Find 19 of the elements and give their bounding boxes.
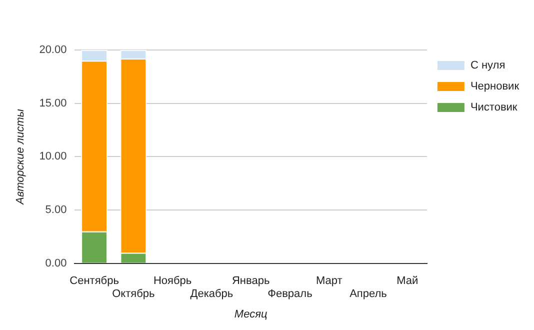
x-tick-label: Октябрь [112,288,156,300]
x-tick-label: Март [316,275,342,288]
y-tick-label: 15.00 [39,97,67,110]
x-tick-label: Декабрь [190,288,234,300]
x-tick-label: Апрель [350,288,388,300]
legend-label: Черновик [470,80,520,93]
y-tick-label: 20.00 [39,44,67,56]
y-tick-label: 0.00 [45,257,67,270]
x-tick-label: Сентябрь [70,275,120,288]
legend-label: Чистовик [470,102,518,114]
x-tick-label: Май [396,275,418,288]
x-axis-title: Месяц [234,308,268,320]
x-tick-label: Ноябрь [153,275,192,288]
x-tick-label: Февраль [268,288,313,300]
y-axis-title: Авторские листы [14,109,27,206]
y-tick-label: 10.00 [39,150,67,163]
y-tick-label: 5.00 [45,204,67,216]
legend-label: С нуля [470,60,506,72]
x-tick-label: Январь [232,275,270,288]
